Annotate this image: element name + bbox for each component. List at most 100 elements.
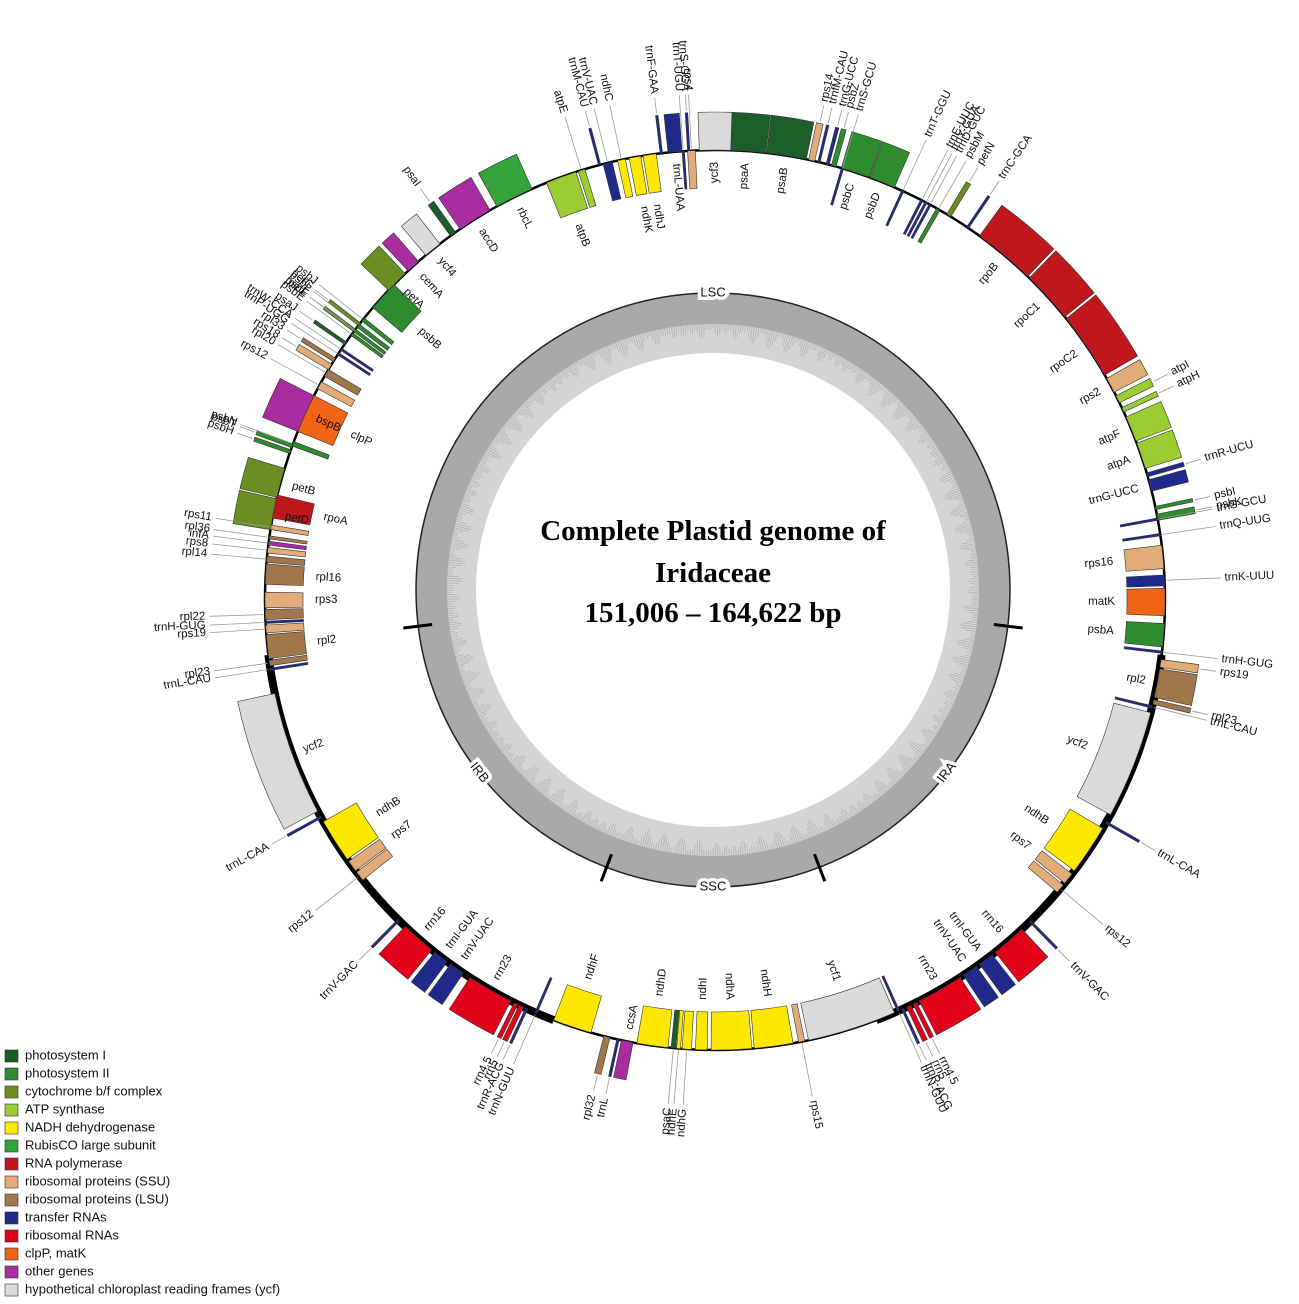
- leader-line: [843, 111, 849, 128]
- gene: [438, 176, 491, 230]
- region-boundary: [993, 623, 1023, 630]
- gene-label: rps19: [177, 627, 206, 641]
- gene: [613, 1039, 634, 1081]
- gene-label: trnV-GAC: [1068, 960, 1111, 1004]
- gene-label: rpoC2: [1047, 348, 1080, 376]
- gene-label: rps19: [1219, 666, 1249, 682]
- gene: [1121, 391, 1159, 413]
- gene: [676, 1010, 684, 1049]
- gene: [237, 693, 319, 830]
- gene-label: ycf2: [301, 737, 325, 755]
- leader-line: [214, 669, 269, 679]
- gene-label: ndhB: [1022, 802, 1051, 827]
- gene: [381, 232, 420, 272]
- legend-label: ATP synthase: [25, 1101, 105, 1116]
- legend-swatch: [4, 1175, 19, 1189]
- gene: [831, 128, 847, 167]
- gene-label: ycf2: [1065, 733, 1089, 752]
- gene-label: rps16: [1084, 556, 1114, 571]
- gene: [361, 317, 395, 346]
- gene-label: psaC: [659, 1107, 673, 1135]
- gene-label: ycf4: [436, 255, 459, 279]
- gene: [885, 190, 905, 227]
- gene: [800, 977, 895, 1041]
- gene: [681, 150, 688, 190]
- gene: [1043, 808, 1104, 872]
- gene: [509, 1007, 529, 1045]
- leader-line: [584, 110, 590, 127]
- gene: [546, 171, 589, 219]
- gene: [327, 299, 361, 326]
- gene: [295, 343, 333, 370]
- leader-line: [593, 108, 608, 162]
- gene: [1106, 359, 1149, 393]
- gene: [448, 976, 512, 1036]
- leader-line: [1196, 506, 1213, 511]
- gene: [317, 381, 356, 407]
- gene-label: rps2: [1077, 386, 1102, 407]
- gene: [291, 441, 330, 460]
- gene-label: ndhC: [597, 73, 614, 102]
- legend-swatch: [4, 1067, 19, 1081]
- gene-label: trnL: [595, 1096, 611, 1119]
- legend-swatch: [4, 1085, 19, 1099]
- leader-line: [420, 188, 431, 202]
- legend-swatch: [4, 1049, 19, 1063]
- leader-line: [1192, 710, 1208, 716]
- gene-label: rps3: [315, 594, 337, 606]
- gene-label: ndhH: [758, 969, 773, 998]
- gene: [1122, 533, 1161, 542]
- gene-label: rrn23: [491, 953, 515, 982]
- gene-label: psbD: [862, 191, 883, 220]
- gene-label: ycf1: [825, 959, 843, 983]
- gene: [1114, 696, 1153, 709]
- gene-label: psbA: [1087, 623, 1114, 637]
- gene-label: trnT-UGU: [669, 42, 684, 92]
- leader-line: [291, 322, 337, 354]
- leader-line: [685, 94, 687, 111]
- leader-line: [286, 329, 301, 339]
- gene-label: ndhJ: [651, 203, 666, 229]
- gene-label: ndhB: [374, 794, 403, 819]
- gene-label: rps12: [286, 908, 316, 935]
- gene-label: ycf3: [709, 162, 721, 183]
- leader-line: [306, 300, 351, 334]
- leader-line: [842, 114, 859, 167]
- gene: [1125, 401, 1172, 442]
- leader-line: [313, 291, 357, 325]
- gene-label: clpP: [349, 429, 375, 449]
- leader-line: [1158, 385, 1174, 394]
- gene-label: trnL-UAA: [670, 163, 686, 211]
- region-boundary: [813, 853, 827, 882]
- leader-line: [359, 948, 371, 961]
- leader-line: [212, 535, 267, 544]
- gene: [272, 494, 315, 526]
- legend-label: photosystem II: [25, 1065, 110, 1080]
- gene: [340, 347, 374, 372]
- gene-label: rps8: [185, 535, 209, 549]
- gene-label: trnS-GGA: [676, 40, 691, 91]
- leader-line: [513, 1014, 536, 1065]
- leader-line: [299, 310, 313, 321]
- gene: [1028, 250, 1095, 318]
- leader-line: [609, 104, 622, 158]
- leader-line: [1153, 373, 1169, 382]
- gene: [266, 555, 306, 566]
- gene: [918, 976, 982, 1036]
- gene: [684, 112, 691, 152]
- gene-label: rpl36: [184, 520, 211, 535]
- leader-line: [240, 424, 292, 444]
- leader-line: [827, 107, 833, 124]
- leader-line: [969, 167, 979, 182]
- gene-label: rrn23: [915, 953, 939, 982]
- gene-label: trnK-UUU: [1224, 570, 1274, 584]
- gene-label: rpl2: [317, 634, 337, 648]
- gene-label: rps4: [681, 68, 694, 92]
- gene-label: rpl32: [581, 1094, 599, 1122]
- gene: [577, 168, 597, 208]
- leader-line: [682, 1051, 688, 1106]
- gene: [312, 319, 347, 345]
- gene-label: rpl2: [1125, 672, 1146, 687]
- gene: [663, 112, 683, 153]
